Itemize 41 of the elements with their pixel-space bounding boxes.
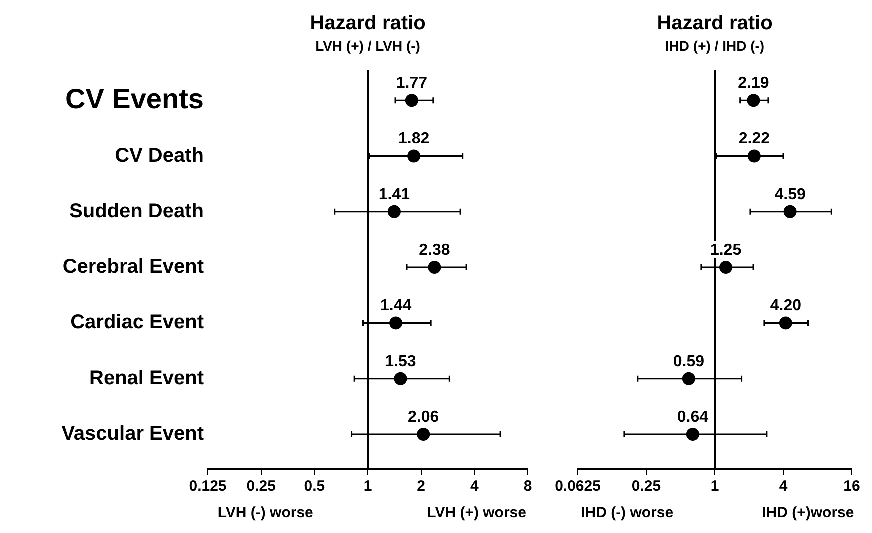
x-tick-label: 0.25 bbox=[246, 478, 276, 496]
text: IHD (-) worse bbox=[581, 504, 674, 522]
x-tick-label: 0.25 bbox=[632, 478, 662, 496]
x-tick-label: 2 bbox=[417, 478, 426, 496]
data-label: 1.41 bbox=[378, 186, 410, 204]
y-tick-label: Vascular Event bbox=[62, 423, 204, 446]
data-label: 1.82 bbox=[398, 130, 430, 148]
data-label: 1.44 bbox=[380, 298, 412, 315]
data-label: 2.19 bbox=[738, 75, 770, 92]
x-tick-label: 1 bbox=[364, 478, 372, 496]
x-tick-label: 0.125 bbox=[189, 478, 227, 496]
data-label: 2.06 bbox=[408, 408, 440, 426]
data-label: 2.22 bbox=[738, 130, 770, 148]
x-tick-label: 4 bbox=[779, 478, 788, 496]
x-tick-label: 1 bbox=[710, 478, 720, 496]
chart-title: Hazard ratio bbox=[657, 12, 773, 35]
text: LVH (-) worse bbox=[218, 504, 314, 522]
x-tick-label: 0.0625 bbox=[555, 478, 601, 496]
x-tick-label: 8 bbox=[524, 478, 532, 496]
y-tick-label: Cerebral Event bbox=[62, 256, 204, 278]
chart-subtitle: LVH (+) / LVH (-) bbox=[316, 38, 420, 54]
data-label: 2.38 bbox=[419, 242, 450, 259]
data-label: 1.25 bbox=[710, 242, 742, 259]
data-label: 4.59 bbox=[774, 186, 806, 204]
data-label: 0.59 bbox=[673, 353, 705, 370]
text: IHD (+)worse bbox=[762, 504, 854, 522]
chart-title: Hazard ratio bbox=[310, 12, 426, 35]
data-label: 1.77 bbox=[396, 75, 428, 92]
x-tick-label: 4 bbox=[470, 478, 480, 496]
y-tick-label: Sudden Death bbox=[70, 200, 204, 222]
y-tick-label: CV Death bbox=[115, 144, 204, 167]
text: LVH (+) worse bbox=[427, 504, 526, 522]
chart-subtitle: IHD (+) / IHD (-) bbox=[665, 38, 765, 54]
x-tick-label: 0.5 bbox=[304, 478, 326, 496]
x-tick-label: 16 bbox=[844, 478, 860, 496]
data-label: 4.20 bbox=[770, 298, 802, 315]
y-tick-label: Renal Event bbox=[90, 367, 204, 390]
data-label: 0.64 bbox=[677, 408, 709, 426]
data-label: 1.53 bbox=[385, 353, 416, 370]
y-tick-label: Cardiac Event bbox=[70, 312, 204, 334]
y-tick-label: CV Events bbox=[66, 83, 204, 114]
